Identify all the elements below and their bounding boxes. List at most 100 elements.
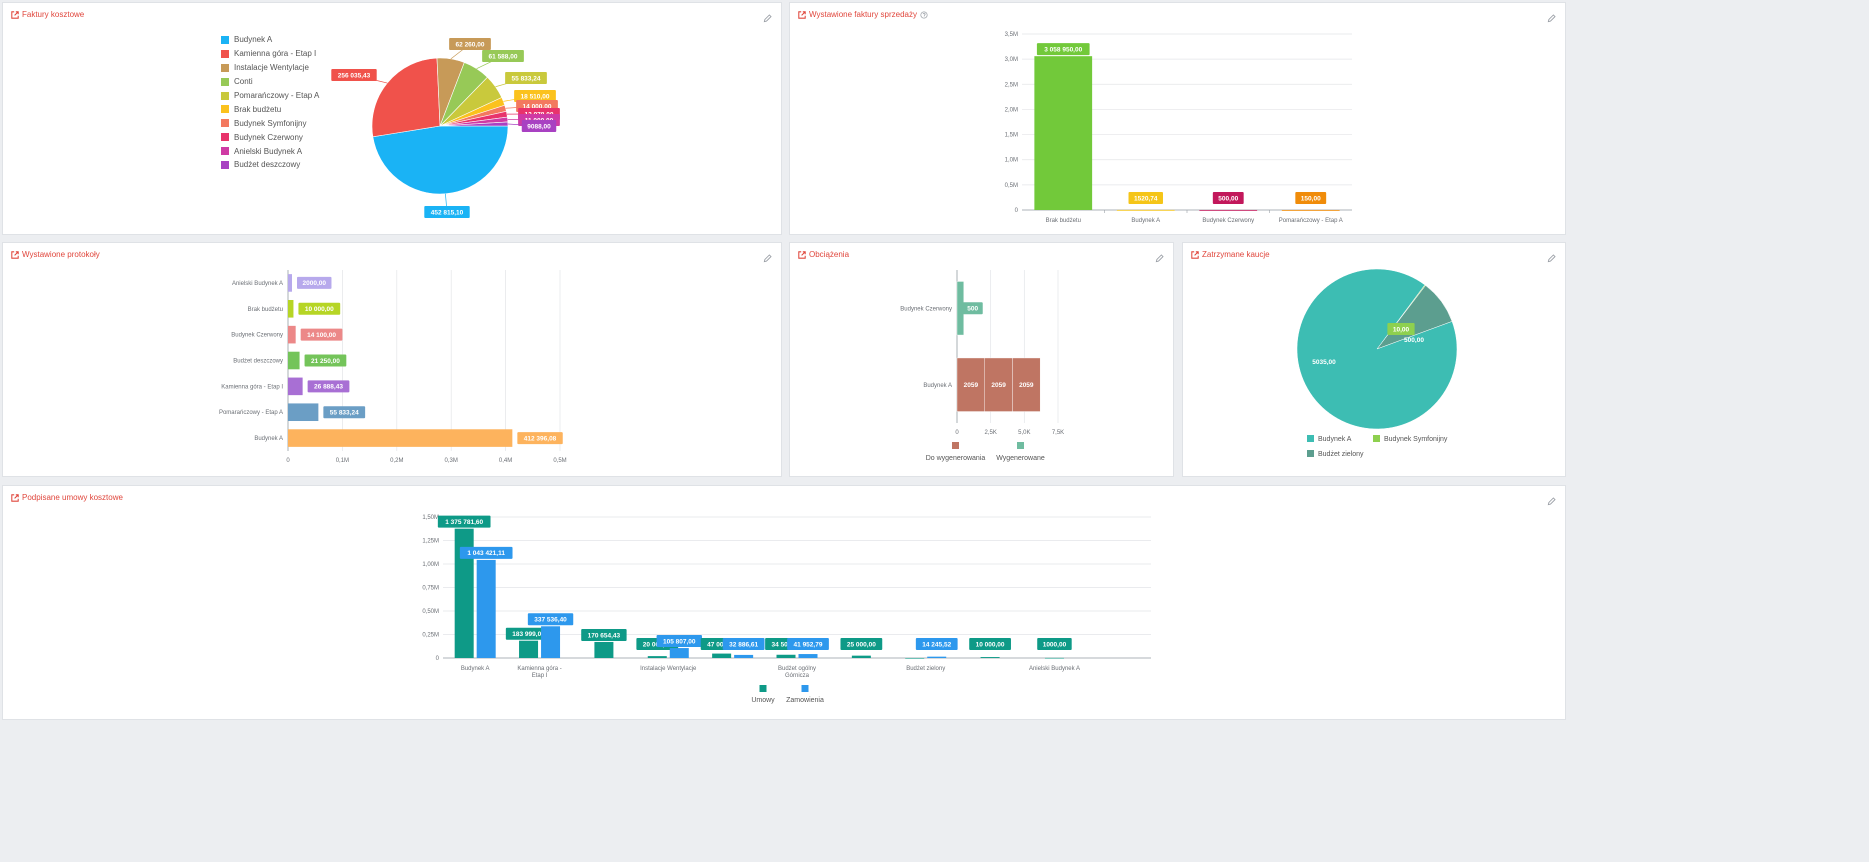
edit-button[interactable] bbox=[1155, 250, 1164, 268]
pie-data-label: 18 510,00 bbox=[521, 93, 550, 100]
legend-label: Budynek Czerwony bbox=[234, 132, 303, 142]
bar-data-label: 2059 bbox=[1019, 382, 1034, 389]
panel-title-link[interactable]: Wystawione faktury sprzedaży bbox=[798, 10, 928, 19]
y-tick-label: 0,75M bbox=[422, 586, 439, 592]
bar-data-label-bg bbox=[307, 380, 350, 393]
pie-data-label: 14 000,00 bbox=[523, 103, 552, 110]
legend-label: Umowy bbox=[751, 697, 775, 704]
y-tick-label: 0 bbox=[436, 656, 440, 662]
bar-data-label: 34 500,00 bbox=[772, 641, 801, 648]
pencil-icon bbox=[1155, 254, 1164, 263]
bar-data-label-bg bbox=[304, 354, 347, 367]
pie-data-label-bg bbox=[424, 206, 470, 218]
pie-data-label: 500,00 bbox=[1404, 337, 1424, 344]
panel-faktury-sprzedazy: Wystawione faktury sprzedaży 0 0,5M 1,0M 1,… bbox=[789, 2, 1566, 235]
stacked-hbar-chart-obciazenia: 0 2,5K 5,0K 7,5K Budynek Czerwony 500 Budynek … bbox=[900, 270, 1064, 462]
bar-zamowienia bbox=[541, 626, 561, 658]
bar-umowy bbox=[905, 658, 925, 659]
legend-label: Budżet zielony bbox=[1318, 451, 1364, 458]
legend-item-pomaranczowy-etap-a[interactable]: Pomarańczowy - Etap A bbox=[221, 89, 319, 103]
bar-data-label-bg bbox=[1128, 192, 1163, 204]
y-tick-label: 2,0M bbox=[1005, 107, 1018, 113]
y-tick-label: 3,0M bbox=[1005, 57, 1018, 63]
bar-data-label: 47 000,00 bbox=[707, 641, 736, 648]
help-circle-icon[interactable] bbox=[920, 10, 928, 19]
y-tick-label: 1,5M bbox=[1005, 133, 1018, 139]
external-link-icon bbox=[11, 250, 19, 259]
legend-item-budynek-a[interactable]: Budynek A bbox=[221, 33, 319, 47]
pie-data-label: 452 815,10 bbox=[431, 209, 464, 216]
y-tick-label: Kamienna góra - Etap I bbox=[221, 384, 283, 390]
bar-data-label: 10 000,00 bbox=[305, 306, 334, 313]
x-tick-label: Kamienna góra - bbox=[517, 666, 561, 672]
bar-umowy bbox=[712, 653, 732, 658]
panel-title-link[interactable]: Wystawione protokoły bbox=[11, 250, 100, 259]
y-tick-label: 1,50M bbox=[422, 515, 439, 521]
x-tick-label: Budynek Czerwony bbox=[1202, 218, 1254, 224]
legend-item-brak-budzetu[interactable]: Brak budżetu bbox=[221, 102, 319, 116]
pencil-icon bbox=[763, 254, 772, 263]
bar-data-label-bg bbox=[1212, 192, 1244, 204]
y-tick-label: Brak budżetu bbox=[248, 307, 283, 313]
legend-item-budynek-czerwony[interactable]: Budynek Czerwony bbox=[221, 130, 319, 144]
legend-item-anielski-budynek-a[interactable]: Anielski Budynek A bbox=[221, 144, 319, 158]
bar-anielski-budynek-a bbox=[288, 274, 292, 292]
bar-umowy bbox=[980, 657, 1000, 658]
legend-label: Do wygenerowania bbox=[926, 455, 986, 462]
bar-budynek-a bbox=[288, 429, 513, 447]
panel-title-link[interactable]: Podpisane umowy kosztowe bbox=[11, 493, 123, 502]
bar-data-label-bg bbox=[722, 638, 765, 650]
bar-data-label: 412 396,08 bbox=[524, 435, 557, 442]
bar-pomaranczowy-etap-a bbox=[1281, 209, 1340, 211]
bar-data-label-bg bbox=[1295, 192, 1327, 204]
pie-data-label: 256 035,43 bbox=[338, 72, 371, 79]
bar-data-label-bg bbox=[915, 638, 958, 650]
bar-data-label-bg bbox=[527, 613, 574, 626]
bar-data-label-bg bbox=[323, 406, 366, 419]
x-tick-label: Budżet ogólny bbox=[778, 666, 816, 672]
pencil-icon bbox=[1547, 254, 1556, 263]
x-tick-label: Budynek A bbox=[1131, 218, 1160, 224]
panel-title-link[interactable]: Obciążenia bbox=[798, 250, 849, 259]
panel-title-link[interactable]: Faktury kosztowe bbox=[11, 10, 84, 19]
bar-data-label-bg bbox=[505, 627, 552, 640]
edit-button[interactable] bbox=[1547, 10, 1556, 28]
external-link-icon bbox=[11, 10, 19, 19]
legend-item-budzet-deszczowy[interactable]: Budżet deszczowy bbox=[221, 158, 319, 172]
x-tick-label: Brak budżetu bbox=[1046, 218, 1081, 224]
legend-item-budynek-symfonijny[interactable]: Budynek Symfonijny bbox=[221, 116, 319, 130]
y-tick-label: 1,25M bbox=[422, 539, 439, 545]
panel-title-link[interactable]: Zatrzymane kaucje bbox=[1191, 250, 1270, 259]
legend-swatch-budynek-symfonijny bbox=[1373, 435, 1380, 442]
edit-button[interactable] bbox=[763, 250, 772, 268]
bar-data-label: 500 bbox=[967, 306, 978, 313]
bar-zamowienia bbox=[798, 654, 818, 658]
legend-item-kamienna-gora-etap-i[interactable]: Kamienna góra - Etap I bbox=[221, 47, 319, 61]
x-tick-label: 0,4M bbox=[499, 458, 512, 464]
bar-data-label: 2059 bbox=[964, 382, 979, 389]
edit-button[interactable] bbox=[763, 10, 772, 28]
legend-swatch bbox=[221, 160, 229, 169]
edit-button[interactable] bbox=[1547, 493, 1556, 511]
bar-data-label-bg bbox=[840, 638, 883, 650]
bar-zamowienia bbox=[669, 648, 689, 658]
bar-segment-do-wygenerowania bbox=[956, 357, 985, 412]
edit-button[interactable] bbox=[1547, 250, 1556, 268]
bar-segment-do-wygenerowania bbox=[984, 357, 1013, 412]
legend-item-conti[interactable]: Conti bbox=[221, 75, 319, 89]
legend-label: Instalacje Wentylacje bbox=[234, 63, 309, 73]
y-tick-label: 1,0M bbox=[1005, 158, 1018, 164]
bar-zamowienia bbox=[476, 559, 496, 658]
bar-segment-wygenerowane bbox=[956, 281, 964, 336]
legend-item-instalacje-wentylacje[interactable]: Instalacje Wentylacje bbox=[221, 61, 319, 75]
legend-swatch bbox=[221, 147, 229, 156]
y-tick-label: Pomarańczowy - Etap A bbox=[219, 410, 283, 416]
x-tick-label: Instalacje Wentylacje bbox=[640, 666, 697, 672]
bar-budynek-a bbox=[1116, 209, 1175, 211]
legend-swatch-budzet-zielony bbox=[1307, 450, 1314, 457]
x-tick-label: 0,2M bbox=[390, 458, 403, 464]
bar-data-label: 2059 bbox=[991, 382, 1006, 389]
bar-data-label-bg bbox=[962, 302, 983, 315]
y-tick-label: 0,50M bbox=[422, 609, 439, 615]
bar-data-label: 1 043 421,11 bbox=[467, 550, 505, 557]
